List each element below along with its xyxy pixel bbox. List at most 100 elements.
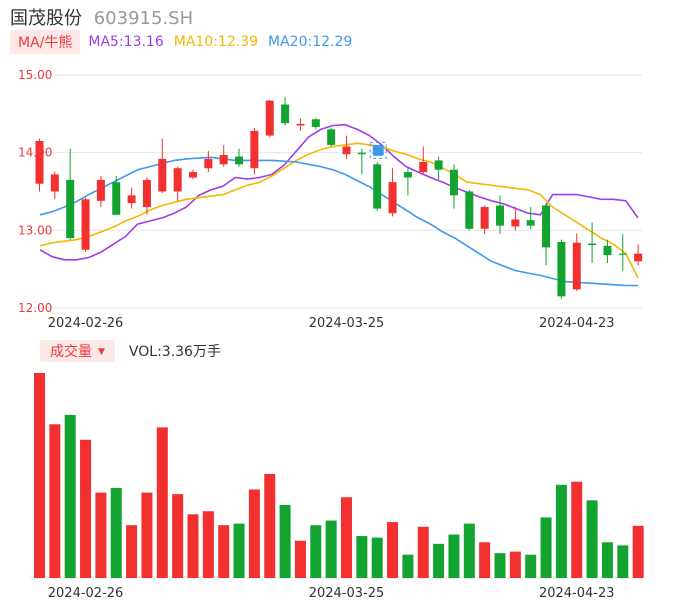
ma10-line [39, 142, 639, 279]
stock-title: 国茂股份 603915.SH [10, 4, 193, 30]
volume-bar [586, 500, 598, 578]
volume-bar [202, 511, 214, 578]
ma-lines [39, 123, 639, 287]
candles [35, 96, 643, 299]
volume-value-label: VOL:3.36万手 [128, 344, 221, 360]
volume-bar [80, 439, 92, 578]
volume-bar [172, 494, 184, 578]
volume-bars [34, 373, 644, 578]
candle-body [204, 158, 213, 169]
candle-body [449, 169, 458, 196]
candle-body [235, 156, 244, 165]
stock-code: 603915.SH [93, 8, 194, 29]
candle-body [327, 129, 336, 145]
volume-bar [601, 542, 613, 578]
ma5-label: MA5:13.16 [88, 34, 164, 50]
volume-bar [279, 505, 291, 578]
candle-body [634, 253, 643, 262]
volume-bar [49, 424, 61, 578]
candle-body [127, 195, 136, 204]
volume-bar [325, 520, 337, 578]
candle-body [465, 191, 474, 229]
volume-bar [95, 492, 107, 578]
volume-bar [187, 514, 199, 578]
candle-body [511, 219, 520, 227]
candle-body [142, 179, 151, 208]
candle-body [588, 243, 597, 246]
volume-bar [126, 525, 138, 578]
volume-bar [494, 553, 506, 578]
ma10-label: MA10:12.39 [173, 34, 259, 50]
volume-bar [525, 554, 537, 578]
candle-body [542, 205, 551, 248]
volume-bar [617, 545, 629, 578]
date-label: 2024-04-23 [539, 316, 615, 331]
price-tick-label: 13.00 [18, 223, 52, 237]
candle-body [265, 100, 274, 136]
volume-bar [448, 534, 460, 578]
candle-body [403, 172, 412, 178]
volume-bar [371, 537, 383, 578]
candle-body [296, 123, 305, 126]
volume-bar [141, 492, 153, 578]
ma20-line [39, 156, 638, 287]
candle-body [250, 130, 259, 169]
price-tick-label: 12.00 [18, 301, 52, 315]
candle-body [189, 172, 197, 178]
volume-bar [341, 497, 352, 578]
candle-body [112, 182, 121, 215]
volume-bar [387, 522, 399, 578]
date-label: 2024-03-25 [309, 586, 385, 601]
volume-bar [218, 525, 230, 578]
candle-body [66, 179, 75, 239]
volume-bar [540, 517, 552, 578]
candle-body [96, 179, 105, 201]
candle-body [572, 242, 581, 290]
marker-frame [369, 141, 387, 159]
volume-bar [571, 481, 583, 578]
candle-body [158, 158, 167, 192]
candle-body [526, 220, 535, 226]
volume-bar [294, 540, 306, 578]
candle-body [496, 205, 504, 226]
price-axis: 15.00 14.00 13.00 12.00 [18, 68, 52, 315]
candle-body [419, 161, 428, 173]
volume-bar [264, 473, 276, 578]
volume-bar [248, 489, 260, 578]
volume-bar [433, 543, 445, 578]
date-label: 2024-02-26 [48, 586, 124, 601]
candle-body [618, 253, 627, 255]
ma5-line [39, 123, 639, 261]
price-tick-label: 15.00 [18, 68, 52, 82]
marker-dot [372, 144, 384, 156]
volume-bar [156, 427, 168, 578]
volume-bar [34, 373, 45, 578]
date-axis: 2024-02-26 2024-02-26 2024-03-25 2024-03-25… [48, 316, 615, 601]
volume-bar [356, 536, 368, 578]
candle-body [373, 164, 382, 209]
volume-bar [632, 525, 644, 578]
candle-body [557, 241, 566, 297]
volume-bar [555, 484, 567, 578]
volume-bar [417, 526, 429, 578]
volume-bar [64, 414, 76, 578]
volume-bar [110, 487, 122, 578]
candle-body [357, 152, 366, 155]
volume-bar [509, 551, 521, 578]
volume-bar [310, 525, 322, 578]
volume-bar [463, 523, 475, 578]
candle-body [480, 207, 489, 229]
ma-toggle-button[interactable]: MA/牛熊 [10, 30, 81, 54]
candle-body [81, 199, 90, 250]
candle-body [50, 174, 59, 192]
volume-toggle-button[interactable]: 成交量 ▼ [40, 340, 115, 362]
candle-body [603, 245, 612, 256]
candle-body [173, 168, 182, 192]
caret-down-icon: ▼ [98, 347, 105, 357]
candle-body [388, 182, 397, 214]
volume-bar [402, 554, 414, 578]
volume-toggle-label: 成交量 [50, 344, 92, 360]
date-label: 2024-03-25 [309, 316, 385, 331]
ma-legend: MA/牛熊 MA5:13.16 MA10:12.39 MA20:12.29 [10, 30, 362, 54]
